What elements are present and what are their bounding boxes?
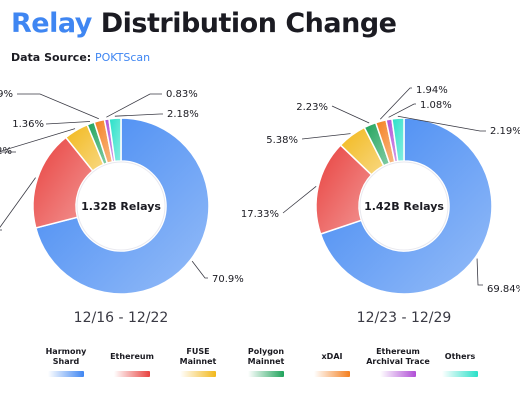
donut-slice-others <box>108 117 122 163</box>
donut-slice-others <box>391 117 405 163</box>
data-source-label: Data Source: <box>11 51 96 64</box>
data-source-link[interactable]: POKTScan <box>95 51 151 64</box>
data-source: Data Source: POKTScan <box>11 51 150 64</box>
center-label: 1.32B Relays <box>81 200 161 213</box>
leader-line <box>301 133 351 140</box>
legend-label: Ethereum <box>110 352 154 361</box>
legend-swatch <box>314 371 350 377</box>
legend-item: Harmony Shard <box>26 347 106 377</box>
legend-label: FUSE Mainnet <box>179 347 217 366</box>
slice-data-label: 2.23% <box>296 102 328 113</box>
slice-data-label: 1.36% <box>12 119 44 130</box>
leader-line <box>331 105 370 124</box>
donut-slice-harmony-shard <box>34 117 210 295</box>
leader-line <box>282 185 317 214</box>
legend-swatch <box>48 371 84 377</box>
slice-data-label: 69.84% <box>487 284 520 295</box>
slice-data-label: 17.33% <box>241 209 279 220</box>
legend-swatch <box>442 371 478 377</box>
leader-line <box>476 258 483 286</box>
legend-item: Polygon Mainnet <box>226 347 306 377</box>
leader-line <box>114 113 163 117</box>
chart-title: Relay Distribution Change <box>11 8 397 39</box>
legend-item: Ethereum <box>92 347 172 377</box>
donut-hole <box>359 161 449 251</box>
donut-slice-harmony-shard <box>319 117 493 295</box>
slice-data-label: 2.19% <box>490 126 520 137</box>
slice-data-label: 1.94% <box>416 85 448 96</box>
leader-line <box>380 87 412 120</box>
leader-line <box>0 177 36 231</box>
legend-label: Harmony Shard <box>45 347 87 366</box>
legend-swatch <box>380 371 416 377</box>
slice-data-label: 0.83% <box>166 89 198 100</box>
leader-line <box>0 128 76 153</box>
leader-line <box>45 121 91 125</box>
legend-label: xDAI <box>321 352 343 361</box>
legend-item: xDAI <box>292 347 372 377</box>
slice-data-label: 1.08% <box>420 100 452 111</box>
legend-swatch <box>248 371 284 377</box>
center-label: 1.42B Relays <box>364 200 444 213</box>
period-label: 12/23 - 12/29 <box>357 310 452 326</box>
slice-data-label: 70.9% <box>212 274 244 285</box>
title-rest: Distribution Change <box>91 8 397 39</box>
period-label: 12/16 - 12/22 <box>74 310 169 326</box>
leader-line <box>17 93 99 120</box>
legend-label: Polygon Mainnet <box>247 347 285 366</box>
legend-swatch <box>180 371 216 377</box>
donut-hole <box>76 161 166 251</box>
leader-line <box>388 103 416 118</box>
legend-item: Ethereum Archival Trace <box>358 347 438 377</box>
legend-label: Others <box>444 352 476 361</box>
slice-data-label: 9% <box>0 89 13 100</box>
slice-data-label: 5.38% <box>266 135 298 146</box>
legend-item: FUSE Mainnet <box>158 347 238 377</box>
leader-line <box>191 260 208 279</box>
leader-line <box>397 115 486 132</box>
title-brand: Relay <box>11 8 92 39</box>
slice-data-label: 2.18% <box>167 109 199 120</box>
slice-data-label: 2% <box>0 146 12 157</box>
legend-label: Ethereum Archival Trace <box>366 347 430 366</box>
leader-line <box>106 93 162 118</box>
legend-item: Others <box>420 347 500 377</box>
legend-swatch <box>114 371 150 377</box>
